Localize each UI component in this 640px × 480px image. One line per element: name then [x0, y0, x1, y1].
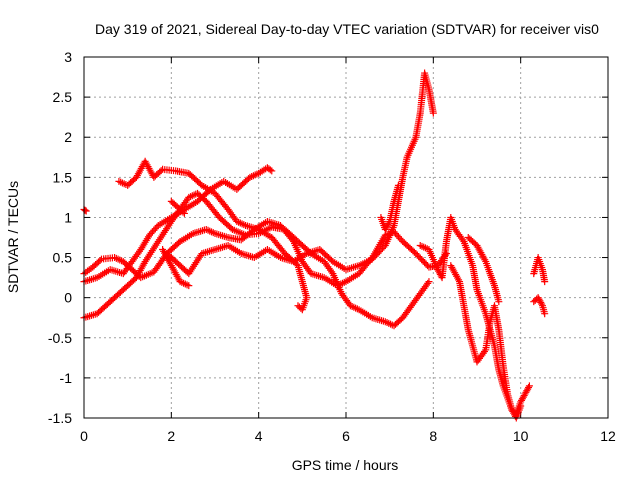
series-arc-13 — [530, 254, 549, 286]
data-point — [538, 300, 546, 308]
x-tick-label: 8 — [429, 428, 437, 444]
series-arc-2 — [80, 164, 276, 286]
data-point — [81, 206, 89, 214]
data-point — [328, 268, 336, 276]
series-arc-9 — [377, 181, 402, 233]
y-tick-label: 3 — [64, 49, 72, 65]
data-point — [179, 208, 187, 216]
y-tick-label: 2 — [64, 129, 72, 145]
y-tick-label: -0.5 — [48, 330, 72, 346]
y-tick-label: -1 — [60, 370, 73, 386]
data-point — [517, 402, 525, 410]
y-axis-label: SDTVAR / TECUs — [5, 181, 21, 293]
data-point — [394, 181, 402, 189]
series-arc-12 — [464, 234, 503, 306]
axis-ticks: 0 2 4 6 8 10 12 -1.5 -1 -0.5 0 0.5 1 1.5 2 2.5 3 — [48, 49, 616, 444]
grid — [84, 57, 608, 418]
plot-frame — [83, 56, 609, 419]
data-point — [380, 243, 388, 251]
y-tick-label: 1.5 — [53, 169, 73, 185]
x-tick-label: 10 — [513, 428, 529, 444]
data-point — [541, 310, 549, 318]
data-point — [459, 236, 467, 244]
data-point — [185, 282, 193, 290]
data-point — [425, 278, 433, 286]
data-point — [157, 167, 165, 175]
data-point — [424, 279, 432, 287]
series-arc-11 — [447, 262, 525, 422]
y-tick-label: 0 — [64, 290, 72, 306]
data-point — [266, 166, 274, 174]
series-arc-10 — [416, 213, 533, 418]
data-point — [495, 298, 503, 306]
data-point — [541, 278, 549, 286]
series-arc-6 — [159, 246, 193, 290]
data-point — [385, 219, 393, 227]
data-point — [525, 382, 533, 390]
data-point — [525, 384, 533, 392]
data-point — [424, 262, 432, 270]
data-point — [295, 303, 303, 311]
series-arc-1 — [80, 205, 90, 215]
y-tick-label: 2.5 — [53, 89, 73, 105]
chart-title: Day 319 of 2021, Sidereal Day-to-day VTE… — [95, 21, 599, 37]
x-tick-label: 2 — [167, 428, 175, 444]
y-tick-label: -1.5 — [48, 410, 72, 426]
x-tick-label: 4 — [255, 428, 263, 444]
x-axis-label: GPS time / hours — [292, 457, 399, 473]
x-tick-label: 12 — [600, 428, 616, 444]
data-point — [429, 109, 437, 117]
x-tick-label: 0 — [80, 428, 88, 444]
data-point — [136, 247, 144, 255]
x-tick-label: 6 — [342, 428, 350, 444]
data-points — [80, 69, 549, 422]
data-point — [180, 209, 188, 217]
data-point — [294, 302, 302, 310]
data-point — [96, 256, 104, 264]
series-arc-4 — [80, 189, 433, 330]
series-arc-8 — [163, 69, 437, 278]
series-arc-7 — [167, 197, 188, 217]
data-point — [480, 348, 488, 356]
data-point — [268, 167, 276, 175]
y-tick-label: 1 — [64, 209, 72, 225]
series-arc-14 — [530, 294, 549, 318]
y-tick-label: 0.5 — [53, 250, 73, 266]
